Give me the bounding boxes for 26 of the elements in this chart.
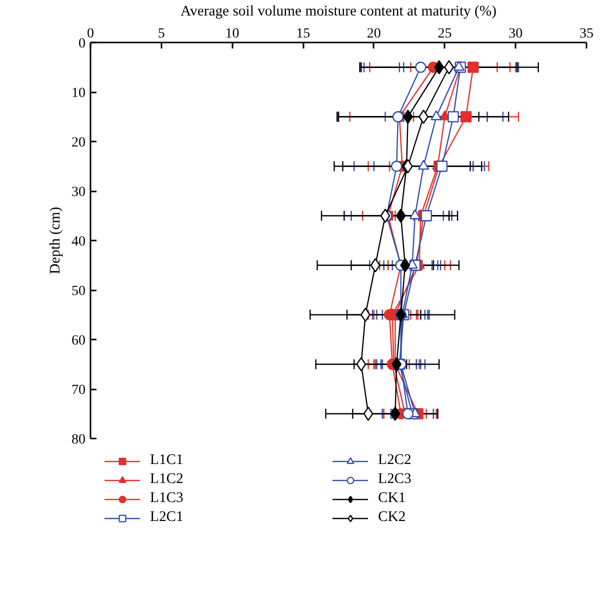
x-tick-label: 5 (158, 26, 165, 42)
x-tick-label: 30 (508, 26, 523, 42)
y-tick-label: 50 (72, 284, 86, 299)
y-tick-label: 80 (72, 432, 86, 448)
legend-label: L2C1 (150, 509, 184, 526)
y-axis-title: Depth (cm) (48, 206, 64, 274)
legend-label: L2C3 (378, 471, 412, 488)
y-tick-label: 70 (72, 383, 86, 398)
legend-label: CK1 (378, 490, 407, 507)
x-axis-title: Average soil volume moisture content at maturity (%) (180, 4, 497, 20)
legend-label: L1C2 (150, 471, 184, 488)
x-tick-label: 15 (296, 26, 310, 42)
y-tick-label: 20 (72, 136, 86, 150)
legend-label: L1C3 (150, 490, 184, 507)
x-tick-label: 35 (580, 26, 594, 42)
legend-label: L2C2 (378, 452, 412, 469)
y-tick-label: 0 (78, 36, 86, 52)
y-tick-label: 40 (72, 234, 86, 250)
x-tick-label: 10 (225, 26, 240, 42)
y-tick-label: 30 (72, 185, 86, 200)
x-tick-label: 25 (438, 26, 452, 42)
y-tick-label: 10 (72, 86, 86, 101)
legend-label: CK2 (378, 509, 407, 526)
legend-label: L1C1 (150, 452, 184, 469)
x-tick-label: 20 (366, 26, 381, 42)
y-tick-label: 60 (72, 334, 86, 348)
